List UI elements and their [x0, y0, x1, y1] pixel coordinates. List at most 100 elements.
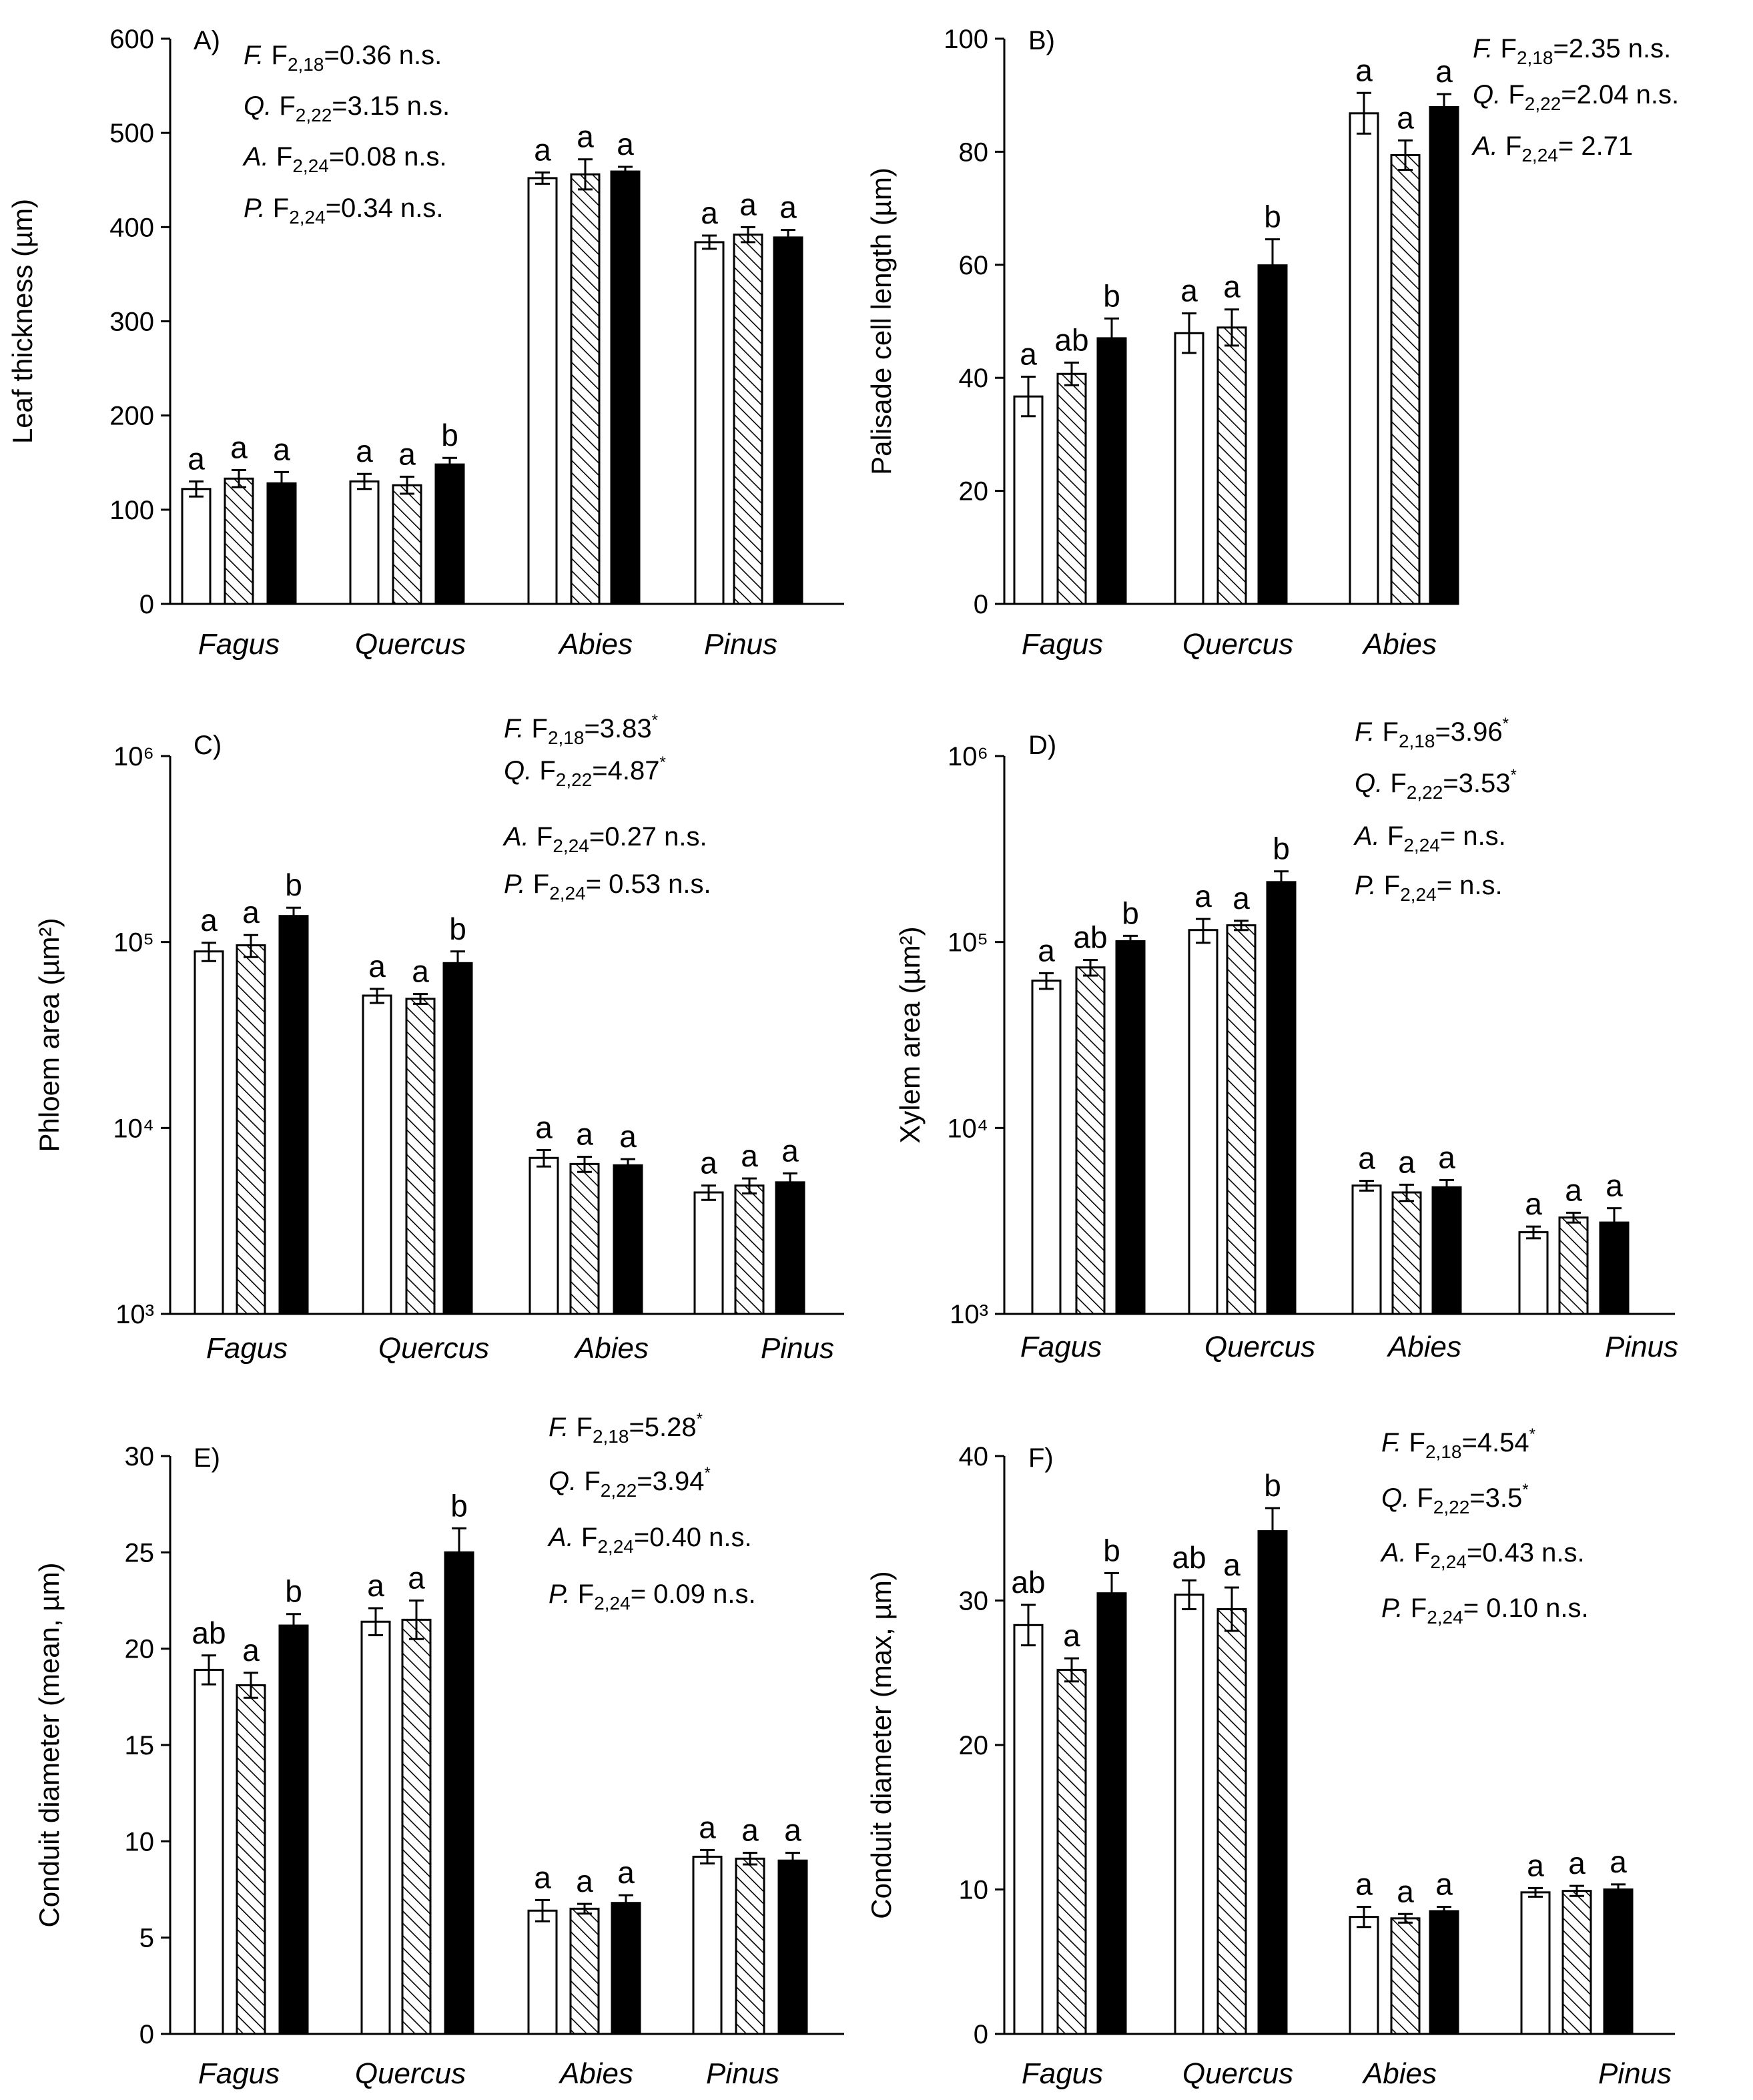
- y-axis-title: Conduit diameter (max, µm): [865, 1571, 897, 1918]
- f-value: =0.34 n.s.: [326, 194, 444, 223]
- panel-label: A): [194, 26, 220, 55]
- significance-letter: a: [534, 1860, 551, 1894]
- f-value: =3.5: [1469, 1483, 1522, 1513]
- significance-letter: a: [1527, 1848, 1544, 1882]
- category-label: Pinus: [761, 1332, 834, 1365]
- panel-a: 0 100 200 300 400 500 600 Leaf thickness (µm) A)…: [7, 25, 844, 661]
- significance-letter: b: [1264, 200, 1281, 234]
- species-abbrev: A.: [1353, 821, 1380, 851]
- f-symbol: F: [1403, 1594, 1427, 1623]
- panel-f: 0 10 20 30 40 Conduit diameter (max, µm) F) Fag…: [865, 1425, 1675, 2090]
- f-symbol: F: [264, 41, 288, 70]
- species-abbrev: F.: [244, 41, 264, 70]
- bar: [194, 1668, 224, 2035]
- anova-stat: F. F2,18=5.28*: [549, 1410, 703, 1447]
- category-label: Pinus: [706, 2057, 779, 2090]
- significance-letter: a: [1020, 337, 1037, 372]
- significance-mark: *: [652, 711, 658, 729]
- y-tick-label: 10: [125, 1827, 155, 1856]
- significance-letter: b: [1264, 1468, 1281, 1503]
- significance-letter: b: [1103, 1533, 1120, 1567]
- significance-mark: *: [705, 1464, 711, 1482]
- f-value: =0.40 n.s.: [634, 1523, 752, 1552]
- anova-stat: P. F2,24= 0.09 n.s.: [549, 1580, 756, 1614]
- species-abbrev: Q.: [1355, 769, 1383, 798]
- bar: [777, 1859, 808, 2035]
- bar: [266, 482, 297, 605]
- y-tick-label: 10⁶: [113, 742, 154, 771]
- significance-letter: a: [699, 1810, 716, 1844]
- bar: [1429, 105, 1459, 605]
- anova-stat: F. F2,18=3.96*: [1355, 715, 1509, 751]
- significance-letter: a: [535, 1110, 553, 1145]
- significance-letter: b: [1103, 278, 1120, 313]
- category-label: Abies: [1361, 628, 1437, 661]
- y-tick-label: 10⁴: [947, 1114, 988, 1143]
- f-value: =3.15 n.s.: [332, 91, 450, 121]
- f-symbol: F: [526, 869, 550, 899]
- bar: [1096, 337, 1127, 605]
- f-symbol: F: [1377, 871, 1401, 900]
- significance-letter: a: [617, 1855, 635, 1890]
- category-label: Fagus: [198, 628, 280, 661]
- f-value: =4.87: [592, 756, 659, 785]
- y-tick-label: 20: [125, 1635, 155, 1664]
- significance-letter: a: [242, 895, 260, 930]
- df-subscript: 2,24: [549, 883, 586, 904]
- bar: [1390, 1917, 1421, 2035]
- y-tick-label: 30: [125, 1442, 155, 1471]
- bar: [401, 1618, 432, 2035]
- panel-label: F): [1028, 1443, 1054, 1473]
- bar: [1349, 1916, 1379, 2035]
- panel-c: 10³ 10⁴ 10⁵ 10⁶ Phloem area (µm²) C) Fagus Quer…: [33, 711, 844, 1365]
- species-abbrev: P.: [1355, 871, 1377, 900]
- category-label: Pinus: [1598, 2057, 1672, 2090]
- bar: [773, 236, 803, 605]
- significance-letter: ab: [1073, 920, 1107, 955]
- df-subscript: 2,24: [1403, 835, 1440, 855]
- bar: [611, 1902, 641, 2035]
- bar: [236, 1684, 266, 2035]
- y-tick-label: 400: [109, 213, 154, 242]
- panel-e: 0 5 10 15 20 25 30 Conduit diameter (mean, µm) E…: [33, 1410, 844, 2090]
- f-value: = 0.09 n.s.: [631, 1580, 756, 1609]
- anova-stat: Q. F2,22=3.15 n.s.: [244, 91, 450, 125]
- df-subscript: 2,22: [601, 1480, 637, 1501]
- y-tick-label: 10⁵: [948, 928, 988, 958]
- df-subscript: 2,24: [1400, 884, 1437, 905]
- bar: [224, 477, 254, 605]
- category-label: Fagus: [1022, 628, 1103, 661]
- significance-letter: ab: [1011, 1565, 1045, 1600]
- species-abbrev: Q.: [549, 1467, 577, 1496]
- bar: [1266, 881, 1297, 1315]
- bar: [1558, 1216, 1589, 1315]
- anova-stat: Q. F2,22=3.94*: [549, 1464, 711, 1501]
- significance-letter: a: [617, 127, 634, 161]
- category-label: Quercus: [1182, 2057, 1293, 2090]
- f-value: =0.27 n.s.: [589, 822, 707, 851]
- f-symbol: F: [1401, 1428, 1425, 1457]
- df-subscript: 2,24: [1427, 1607, 1463, 1628]
- bar: [278, 1624, 309, 2035]
- significance-letter: a: [1223, 1547, 1241, 1582]
- f-value: =5.28: [629, 1413, 696, 1442]
- df-subscript: 2,24: [1521, 145, 1558, 165]
- species-abbrev: F.: [504, 714, 524, 743]
- significance-letter: a: [781, 1133, 799, 1168]
- category-label: Fagus: [206, 1332, 288, 1365]
- significance-letter: a: [367, 1568, 384, 1603]
- panel-label: C): [194, 731, 222, 760]
- panel-label: B): [1028, 26, 1055, 55]
- df-subscript: 2,24: [289, 207, 326, 228]
- species-abbrev: Q.: [1473, 80, 1501, 109]
- df-subscript: 2,22: [296, 105, 332, 125]
- f-value: =3.96: [1435, 717, 1502, 747]
- f-symbol: F: [569, 1413, 593, 1442]
- species-abbrev: P.: [549, 1580, 571, 1609]
- category-label: Quercus: [1204, 1331, 1315, 1363]
- bar: [1603, 1888, 1634, 2035]
- bar: [1561, 1890, 1592, 2035]
- bar: [1115, 940, 1146, 1315]
- significance-letter: a: [701, 196, 718, 230]
